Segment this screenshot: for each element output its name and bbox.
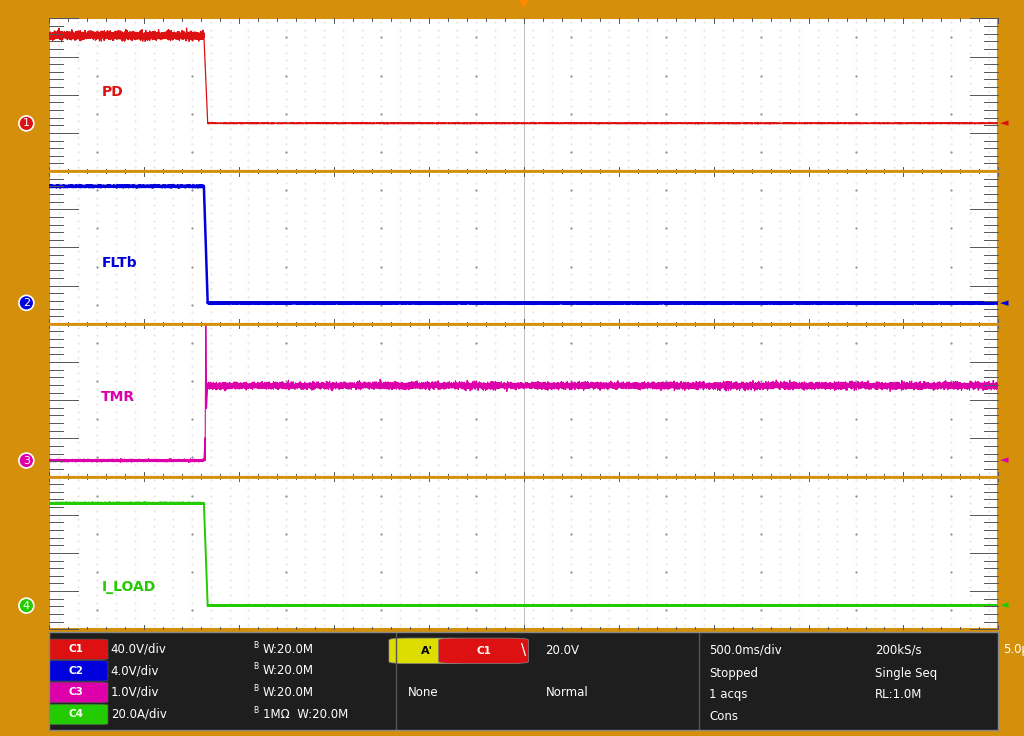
- Text: 200kS/s: 200kS/s: [874, 643, 922, 657]
- Text: 5.0μs/: 5.0μs/: [1004, 643, 1024, 657]
- Text: 20.0A/div: 20.0A/div: [111, 708, 167, 721]
- Text: W:20.0M: W:20.0M: [263, 686, 313, 699]
- Text: Single Seq: Single Seq: [874, 667, 937, 680]
- Text: 4.0V/div: 4.0V/div: [111, 665, 160, 677]
- Text: B: B: [253, 706, 258, 715]
- Text: Normal: Normal: [546, 687, 589, 699]
- Text: 1.0V/div: 1.0V/div: [111, 686, 160, 699]
- Text: Cons: Cons: [709, 710, 738, 723]
- FancyBboxPatch shape: [43, 639, 108, 659]
- Text: B: B: [253, 641, 258, 650]
- Text: W:20.0M: W:20.0M: [263, 643, 313, 656]
- Text: 1 acqs: 1 acqs: [709, 688, 748, 701]
- Text: 40.0V/div: 40.0V/div: [111, 643, 167, 656]
- Text: ▼: ▼: [518, 0, 529, 10]
- Text: 3: 3: [23, 456, 30, 466]
- Text: C1: C1: [476, 645, 492, 656]
- Text: W:20.0M: W:20.0M: [263, 665, 313, 677]
- Text: C4: C4: [69, 710, 83, 720]
- Text: 1MΩ  W:20.0M: 1MΩ W:20.0M: [263, 708, 348, 721]
- Text: 20.0V: 20.0V: [546, 644, 580, 657]
- Text: FLTb: FLTb: [101, 255, 137, 270]
- Text: \: \: [521, 643, 526, 658]
- FancyBboxPatch shape: [438, 638, 528, 664]
- Text: C3: C3: [69, 687, 83, 698]
- Text: ◄: ◄: [1000, 456, 1009, 466]
- FancyBboxPatch shape: [43, 661, 108, 682]
- Text: None: None: [408, 687, 438, 699]
- Text: RL:1.0M: RL:1.0M: [874, 688, 923, 701]
- Text: C2: C2: [69, 666, 83, 676]
- Text: C1: C1: [69, 644, 83, 654]
- Text: A': A': [421, 645, 433, 656]
- Text: ◄: ◄: [1000, 118, 1009, 128]
- Text: PD: PD: [101, 85, 123, 99]
- Text: 500.0ms/div: 500.0ms/div: [709, 643, 781, 657]
- Text: ◄: ◄: [1000, 298, 1009, 308]
- Text: 4: 4: [23, 601, 30, 611]
- Text: B: B: [253, 662, 258, 671]
- Text: 1: 1: [23, 118, 30, 128]
- Text: B: B: [253, 684, 258, 693]
- Text: I_LOAD: I_LOAD: [101, 579, 156, 593]
- FancyBboxPatch shape: [43, 704, 108, 725]
- Text: Stopped: Stopped: [709, 667, 758, 680]
- Text: ◄: ◄: [1000, 601, 1009, 611]
- FancyBboxPatch shape: [43, 682, 108, 703]
- Text: TMR: TMR: [101, 390, 135, 404]
- Text: 2: 2: [23, 298, 30, 308]
- FancyBboxPatch shape: [389, 638, 465, 664]
